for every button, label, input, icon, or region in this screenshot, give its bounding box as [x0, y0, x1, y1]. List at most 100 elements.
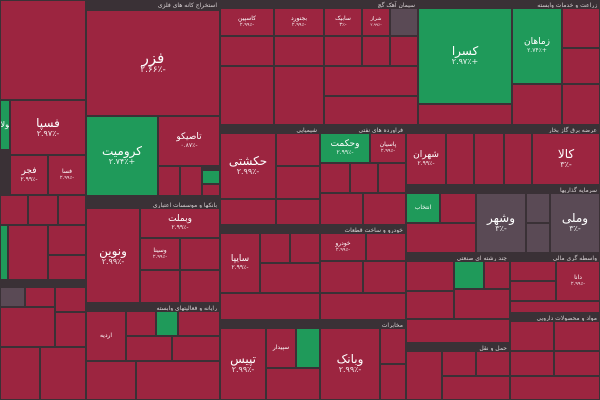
- stock-tile[interactable]: [504, 133, 532, 185]
- stock-tile[interactable]: [454, 289, 510, 319]
- stock-tile[interactable]: [442, 351, 476, 376]
- stock-tile[interactable]: [324, 66, 418, 96]
- stock-tile[interactable]: [55, 312, 86, 347]
- stock-tile[interactable]: [220, 293, 320, 320]
- stock-tile[interactable]: [180, 238, 220, 270]
- stock-tile[interactable]: [320, 261, 363, 293]
- stock-tile[interactable]: [180, 270, 220, 303]
- stock-tile[interactable]: [406, 319, 510, 343]
- stock-tile[interactable]: [156, 311, 178, 336]
- stock-tile[interactable]: زماهان +۲.۷۴٪: [512, 8, 562, 84]
- stock-tile[interactable]: پاسیان -۲.۹۹٪: [370, 133, 406, 163]
- stock-tile[interactable]: [220, 66, 274, 125]
- stock-tile[interactable]: سایپا -۲.۹۹٪: [220, 233, 260, 293]
- stock-tile[interactable]: [363, 261, 406, 293]
- stock-tile[interactable]: فسا -۲.۹۹٪: [48, 155, 86, 195]
- stock-tile[interactable]: [510, 261, 556, 281]
- stock-tile[interactable]: [136, 361, 220, 400]
- stock-tile[interactable]: [140, 270, 180, 303]
- stock-tile[interactable]: [554, 351, 600, 376]
- stock-tile[interactable]: فولاد: [0, 100, 10, 150]
- stock-tile[interactable]: وشهر -۳٪: [476, 193, 526, 253]
- stock-tile[interactable]: [276, 166, 320, 199]
- stock-tile[interactable]: [126, 311, 156, 336]
- stock-tile[interactable]: [363, 193, 406, 225]
- stock-tile[interactable]: کالا -۳٪: [532, 133, 600, 185]
- stock-tile[interactable]: [350, 163, 378, 193]
- stock-tile[interactable]: کرومیت +۲.۷۴٪: [86, 116, 158, 196]
- stock-tile[interactable]: [28, 195, 58, 225]
- stock-tile[interactable]: [510, 281, 556, 301]
- stock-tile[interactable]: [562, 8, 600, 48]
- stock-tile[interactable]: [86, 361, 136, 400]
- stock-tile[interactable]: [0, 195, 28, 225]
- stock-tile[interactable]: [526, 193, 550, 223]
- stock-tile[interactable]: [406, 261, 454, 291]
- stock-tile[interactable]: [406, 223, 476, 253]
- stock-tile[interactable]: [25, 287, 55, 307]
- stock-tile[interactable]: [554, 321, 600, 351]
- stock-tile[interactable]: [178, 311, 220, 336]
- stock-tile[interactable]: [320, 193, 363, 225]
- stock-tile[interactable]: [366, 233, 406, 261]
- stock-tile[interactable]: سپیدار: [266, 328, 296, 368]
- stock-tile[interactable]: [320, 293, 406, 320]
- stock-tile[interactable]: [562, 84, 600, 125]
- stock-tile[interactable]: [0, 307, 55, 347]
- stock-tile[interactable]: [0, 347, 40, 400]
- stock-tile[interactable]: [320, 163, 350, 193]
- stock-tile[interactable]: [260, 233, 290, 263]
- stock-tile[interactable]: کاسپین -۲.۹۹٪: [220, 8, 274, 36]
- stock-tile[interactable]: [454, 261, 484, 289]
- stock-tile[interactable]: [40, 347, 86, 400]
- stock-tile[interactable]: [202, 170, 220, 184]
- stock-tile[interactable]: [58, 195, 86, 225]
- stock-tile[interactable]: وملی -۳٪: [550, 193, 600, 253]
- stock-tile[interactable]: [260, 263, 320, 293]
- stock-tile[interactable]: بجنورد -۲.۹۹٪: [274, 8, 324, 36]
- stock-tile[interactable]: [220, 199, 276, 225]
- stock-tile[interactable]: [0, 225, 8, 280]
- stock-tile[interactable]: [324, 96, 418, 125]
- stock-tile[interactable]: خودرو -۲.۹۹٪: [320, 233, 366, 261]
- stock-tile[interactable]: [202, 184, 220, 196]
- stock-tile[interactable]: [290, 233, 320, 263]
- stock-tile[interactable]: فزر -۲.۶۶٪: [86, 10, 220, 116]
- stock-tile[interactable]: [324, 36, 362, 66]
- stock-tile[interactable]: [0, 287, 25, 307]
- stock-tile[interactable]: [296, 328, 320, 368]
- stock-tile[interactable]: [276, 199, 320, 225]
- stock-tile[interactable]: [562, 48, 600, 84]
- stock-tile[interactable]: [406, 351, 442, 400]
- stock-tile[interactable]: حکشتی -۲.۹۹٪: [220, 133, 276, 199]
- stock-tile[interactable]: اردیه: [86, 311, 126, 361]
- stock-tile[interactable]: [48, 255, 86, 280]
- stock-tile[interactable]: [476, 351, 510, 376]
- stock-tile[interactable]: [510, 376, 600, 400]
- stock-tile[interactable]: [510, 301, 600, 313]
- stock-tile[interactable]: فجر -۲.۹۹٪: [10, 155, 48, 195]
- stock-tile[interactable]: [8, 225, 48, 280]
- stock-tile[interactable]: [48, 225, 86, 255]
- stock-tile[interactable]: [440, 193, 476, 223]
- stock-tile[interactable]: [484, 261, 510, 289]
- stock-tile[interactable]: [510, 351, 554, 376]
- stock-tile[interactable]: [55, 287, 86, 312]
- stock-tile[interactable]: کسرا +۲.۹۷٪: [418, 8, 512, 104]
- stock-tile[interactable]: انتخاب: [406, 193, 440, 223]
- stock-tile[interactable]: [380, 364, 406, 400]
- stock-tile[interactable]: [276, 133, 320, 166]
- stock-tile[interactable]: [418, 104, 512, 125]
- stock-tile[interactable]: وسینا -۲.۹۹٪: [140, 238, 180, 270]
- stock-tile[interactable]: [442, 376, 510, 400]
- stock-tile[interactable]: [378, 163, 406, 193]
- stock-tile[interactable]: تپیس -۲.۹۹٪: [220, 328, 266, 400]
- stock-tile[interactable]: [0, 0, 86, 100]
- stock-tile[interactable]: [390, 36, 418, 66]
- stock-tile[interactable]: دانا -۲.۹۹٪: [556, 261, 600, 301]
- stock-tile[interactable]: [446, 133, 474, 185]
- stock-tile[interactable]: [172, 336, 220, 361]
- stock-tile[interactable]: [220, 36, 274, 66]
- stock-tile[interactable]: [474, 133, 504, 185]
- stock-tile[interactable]: [274, 66, 324, 125]
